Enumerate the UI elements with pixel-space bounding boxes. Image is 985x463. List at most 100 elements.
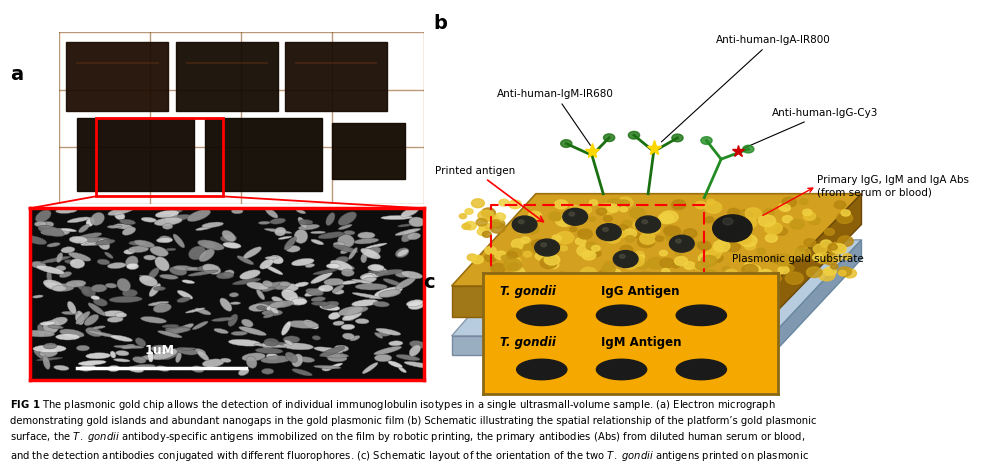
Ellipse shape [81,237,110,242]
Ellipse shape [361,272,382,279]
Circle shape [698,241,711,250]
Circle shape [523,242,541,254]
Ellipse shape [377,332,391,336]
Circle shape [479,225,488,231]
Circle shape [842,254,851,260]
Ellipse shape [256,289,265,300]
Ellipse shape [265,208,278,218]
Ellipse shape [258,221,270,225]
Ellipse shape [270,255,284,264]
Ellipse shape [46,271,52,282]
Polygon shape [451,240,862,336]
Circle shape [836,213,853,224]
Ellipse shape [324,278,344,286]
Ellipse shape [104,252,113,258]
Ellipse shape [374,267,388,273]
Circle shape [738,210,753,220]
Circle shape [553,215,560,221]
Ellipse shape [310,272,332,283]
Circle shape [813,254,822,261]
Circle shape [838,267,852,276]
Circle shape [736,233,752,244]
Ellipse shape [379,290,401,297]
Ellipse shape [327,355,347,362]
Circle shape [782,216,793,223]
Ellipse shape [182,280,195,284]
Circle shape [834,201,846,209]
Circle shape [504,259,522,271]
Circle shape [814,244,827,254]
Circle shape [726,242,741,252]
Ellipse shape [128,366,144,372]
Circle shape [701,256,717,266]
Ellipse shape [80,365,96,371]
Circle shape [821,240,831,248]
Ellipse shape [270,342,296,347]
Circle shape [516,305,567,325]
Ellipse shape [332,289,344,294]
Ellipse shape [238,368,249,375]
Ellipse shape [328,312,341,319]
Circle shape [744,263,753,269]
Circle shape [570,205,579,212]
Text: a: a [10,65,23,84]
Circle shape [672,134,683,142]
Ellipse shape [374,346,402,355]
Ellipse shape [115,350,129,356]
Ellipse shape [67,217,90,223]
Ellipse shape [297,217,307,228]
Circle shape [637,236,655,248]
Circle shape [670,235,694,252]
Ellipse shape [173,324,194,334]
Text: 1uM: 1uM [145,344,174,357]
Bar [175,42,278,111]
Circle shape [620,245,632,254]
Ellipse shape [197,350,209,361]
Circle shape [478,210,494,221]
Circle shape [508,248,522,257]
Ellipse shape [39,221,54,228]
Ellipse shape [98,239,109,250]
Circle shape [799,199,808,205]
Ellipse shape [148,350,154,362]
Circle shape [745,242,755,250]
Circle shape [528,211,542,220]
Ellipse shape [141,217,157,222]
Ellipse shape [319,304,340,311]
Circle shape [619,200,629,207]
Ellipse shape [188,246,206,260]
Ellipse shape [33,345,66,352]
Circle shape [765,234,777,242]
Ellipse shape [37,325,44,337]
Ellipse shape [292,258,314,266]
Ellipse shape [292,354,303,367]
Ellipse shape [311,297,325,302]
Circle shape [471,255,484,263]
Circle shape [597,305,647,325]
Ellipse shape [354,238,378,244]
Circle shape [485,247,496,255]
Ellipse shape [154,287,165,291]
Ellipse shape [327,363,343,369]
Ellipse shape [363,247,380,257]
Circle shape [695,261,708,270]
Circle shape [549,212,561,220]
Ellipse shape [214,328,229,334]
Bar [285,42,387,111]
Ellipse shape [338,234,355,248]
Circle shape [491,263,505,273]
Ellipse shape [113,345,144,349]
Circle shape [506,251,517,259]
Ellipse shape [326,213,335,225]
Circle shape [695,242,703,247]
Circle shape [532,239,547,250]
Circle shape [478,228,489,236]
Ellipse shape [356,319,369,324]
Ellipse shape [124,249,135,254]
Circle shape [476,219,488,226]
Text: Anti-human-IgM-IR680: Anti-human-IgM-IR680 [496,89,614,145]
Circle shape [596,208,607,215]
Ellipse shape [102,311,124,317]
Ellipse shape [139,275,158,286]
Ellipse shape [228,314,237,326]
